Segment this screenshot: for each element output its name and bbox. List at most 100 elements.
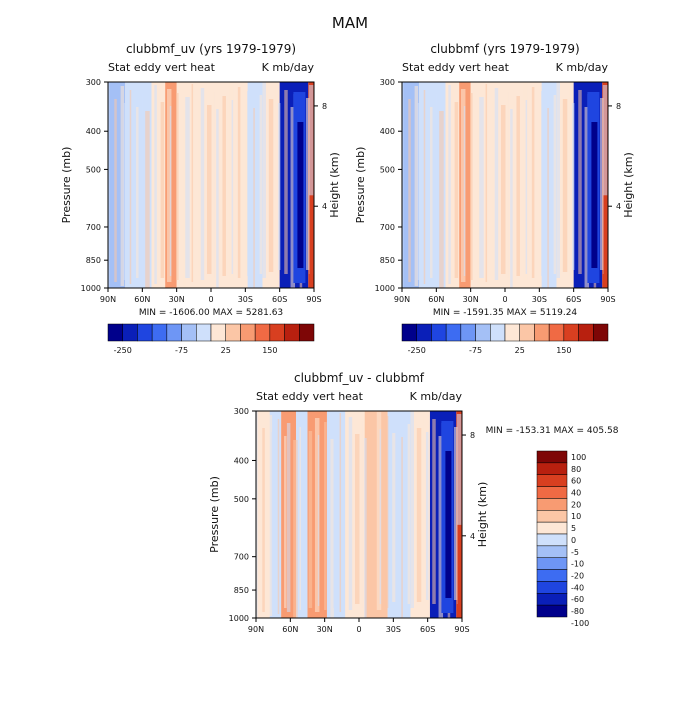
contour-streak <box>385 416 389 608</box>
y-tick-label: 850 <box>234 586 249 595</box>
contour-streak <box>305 98 310 270</box>
contour-streak <box>531 87 535 278</box>
right-tick-label: 8 <box>470 431 475 440</box>
colorbar-label: -80 <box>571 607 584 616</box>
contour-streak <box>114 99 117 282</box>
contour-streak <box>330 439 334 618</box>
colorbar-swatch <box>401 323 417 342</box>
contour-streak <box>584 107 590 288</box>
contour-band <box>296 411 308 618</box>
y-tick-label: 400 <box>234 456 249 465</box>
contour-streak <box>216 109 219 288</box>
contour-streak <box>339 413 342 612</box>
contour-streak <box>407 424 411 604</box>
contour-streak <box>293 440 298 618</box>
x-tick-label: 90S <box>454 625 469 634</box>
chart-panel-2: 90N 60N 30N 0 30S 60S 90S 300 400 500 700 850 1000 8 4… <box>354 42 635 355</box>
colorbar-swatch <box>536 510 568 523</box>
chart-subtitle-left: Stat eddy vert heat <box>108 61 216 74</box>
contour-streak <box>432 94 437 282</box>
contour-streak <box>160 102 165 278</box>
colorbar-swatch <box>240 323 256 342</box>
contour-streak <box>277 419 280 614</box>
y-tick-label: 1000 <box>81 284 101 293</box>
contour-streak <box>541 91 546 276</box>
contour-streak <box>290 107 296 288</box>
colorbar-swatch <box>536 462 568 475</box>
stats-text: MIN = -1591.35 MAX = 5119.24 <box>433 308 578 318</box>
chart-panel-3: 90N 60N 30N 0 30S 60S 90S300400500700850100084… <box>208 371 619 634</box>
contour-streak <box>244 104 248 272</box>
colorbar-swatch <box>431 323 447 342</box>
contour-streak <box>438 436 444 618</box>
chart-subtitle-left: Stat eddy vert heat <box>256 390 364 403</box>
right-tick-label: 8 <box>322 102 327 111</box>
stats-text: MIN = -153.31 MAX = 405.58 <box>486 426 619 436</box>
colorbar-label: -75 <box>469 346 482 355</box>
contour-streak <box>120 86 125 286</box>
y-tick-label: 850 <box>380 256 395 265</box>
contour-streak <box>154 85 157 284</box>
colorbar-label: 150 <box>556 346 571 355</box>
contour-streak <box>516 96 520 276</box>
contour-streak <box>108 82 110 288</box>
colorbar-swatch <box>536 486 568 499</box>
y-tick-label: 500 <box>380 165 395 174</box>
contour-streak <box>445 98 447 280</box>
y-axis-label: Pressure (mb) <box>208 476 221 553</box>
colorbar-swatch <box>536 581 568 594</box>
contour-streak <box>470 93 473 280</box>
contour-streak <box>197 101 201 276</box>
colorbar-label: 0 <box>571 536 576 545</box>
x-tick-label: 60N <box>428 295 444 304</box>
contour-streak <box>569 86 571 276</box>
y-axis-right-label: Height (km) <box>622 152 635 218</box>
contour-streak <box>491 101 495 276</box>
colorbar-label: -40 <box>571 583 584 592</box>
y-axis-right-label: Height (km) <box>476 482 489 548</box>
contour-core-negative <box>591 122 598 268</box>
x-tick-label: 30N <box>169 295 185 304</box>
chart-subtitle-left: Stat eddy vert heat <box>402 61 510 74</box>
colorbar-swatch <box>196 323 212 342</box>
contour-streak <box>284 436 287 608</box>
y-tick-label: 300 <box>86 78 101 87</box>
contour-streak <box>507 92 509 278</box>
x-tick-label: 30S <box>532 295 547 304</box>
colorbar-swatch <box>536 521 568 535</box>
contour-core-negative <box>445 451 452 598</box>
chart-title: clubbmf (yrs 1979-1979) <box>430 42 579 56</box>
chart-title: clubbmf_uv - clubbmf <box>294 371 425 385</box>
colorbar-swatch <box>254 323 271 342</box>
colorbar-label: 20 <box>571 500 581 509</box>
contour-streak <box>423 415 425 606</box>
colorbar-swatch <box>536 604 568 618</box>
contour-streak <box>222 96 226 276</box>
y-tick-label: 1000 <box>229 614 249 623</box>
contour-streak <box>562 99 568 272</box>
contour-streak <box>376 412 382 610</box>
colorbar-swatch <box>166 323 182 342</box>
colorbar-swatch <box>536 557 568 570</box>
contour-streak <box>138 94 143 282</box>
contour-streak <box>169 106 172 276</box>
y-axis-right-label: Height (km) <box>328 152 341 218</box>
colorbar-swatch <box>299 323 315 342</box>
contour-streak <box>432 419 436 604</box>
y-tick-label: 400 <box>380 127 395 136</box>
colorbar-label: -5 <box>571 548 579 557</box>
x-tick-label: 60N <box>134 295 150 304</box>
colorbar-label: 10 <box>571 512 581 521</box>
contour-streak <box>602 85 608 274</box>
colorbar-label: 40 <box>571 489 581 498</box>
contour-streak <box>379 429 382 604</box>
y-tick-label: 700 <box>234 553 249 562</box>
contour-streak <box>510 109 513 288</box>
contour-streak <box>129 90 132 284</box>
contour-streak <box>182 110 186 288</box>
y-tick-label: 700 <box>380 223 395 232</box>
contour-streak <box>408 99 411 282</box>
contour-band <box>470 82 505 288</box>
contour-streak <box>284 90 288 274</box>
y-tick-label: 300 <box>380 78 395 87</box>
